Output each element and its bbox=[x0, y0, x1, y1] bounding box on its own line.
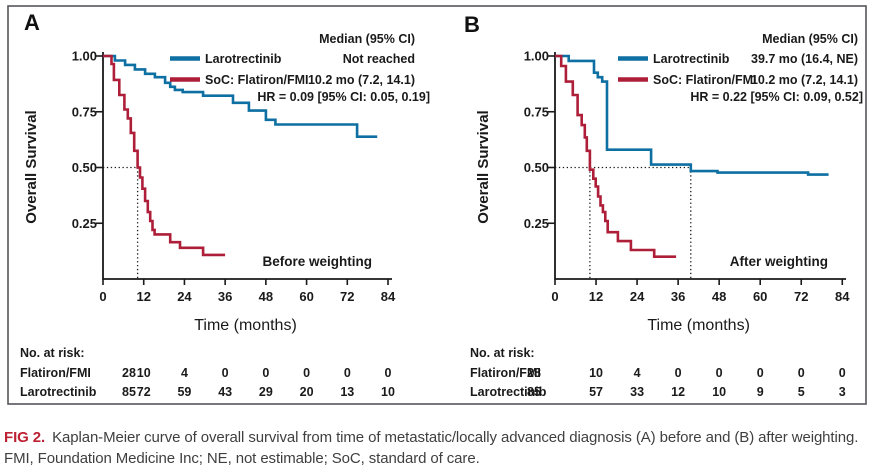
risk-count: 9 bbox=[757, 385, 764, 399]
km-curve-soc bbox=[103, 54, 226, 257]
y-tick-label: 0.25 bbox=[524, 216, 549, 231]
y-tick-label: 1.00 bbox=[524, 49, 549, 64]
risk-count: 3 bbox=[839, 385, 846, 399]
risk-table-title: No. at risk: bbox=[470, 346, 535, 360]
y-tick-label: 1.00 bbox=[72, 49, 97, 64]
x-tick-label: 72 bbox=[340, 289, 354, 304]
legend-label: SoC: Flatiron/FMI bbox=[653, 73, 756, 87]
risk-count: 28 bbox=[122, 366, 136, 380]
risk-count: 0 bbox=[716, 366, 723, 380]
x-tick-label: 0 bbox=[551, 289, 558, 304]
x-tick-label: 48 bbox=[259, 289, 273, 304]
km-curve-larotrectinib bbox=[555, 54, 829, 176]
risk-count: 0 bbox=[262, 366, 269, 380]
x-axis-title: Time (months) bbox=[194, 317, 297, 334]
km-panel-A: 1.00 0.75 0.50 0.25 0 12 24 36 48 60 72 84 Overall S… bbox=[20, 32, 430, 399]
x-axis-title: Time (months) bbox=[647, 317, 750, 334]
risk-count: 28 bbox=[527, 366, 541, 380]
weighting-annotation: Before weighting bbox=[262, 254, 372, 269]
risk-row-label: Larotrectinib bbox=[20, 385, 97, 399]
risk-row-label: Larotrectinib bbox=[470, 385, 547, 399]
legend-label: SoC: Flatiron/FMI bbox=[205, 73, 308, 87]
x-tick-label: 36 bbox=[671, 289, 685, 304]
risk-count: 33 bbox=[630, 385, 644, 399]
x-tick-label: 84 bbox=[835, 289, 850, 304]
km-figure-canvas: 1.00 0.75 0.50 0.25 0 12 24 36 48 60 72 84 Overall S… bbox=[7, 5, 867, 405]
risk-table-title: No. at risk: bbox=[20, 346, 85, 360]
figure-2: 1.00 0.75 0.50 0.25 0 12 24 36 48 60 72 84 Overall S… bbox=[7, 5, 867, 405]
risk-count: 13 bbox=[340, 385, 354, 399]
risk-count: 0 bbox=[675, 366, 682, 380]
figure-caption-text: Kaplan-Meier curve of overall survival f… bbox=[4, 429, 859, 467]
risk-count: 5 bbox=[798, 385, 805, 399]
risk-count: 0 bbox=[757, 366, 764, 380]
km-curve-soc bbox=[555, 54, 677, 259]
x-tick-label: 24 bbox=[630, 289, 645, 304]
legend-median-value: 39.7 mo (16.4, NE) bbox=[751, 52, 858, 66]
x-tick-label: 72 bbox=[794, 289, 808, 304]
risk-count: 85 bbox=[122, 385, 136, 399]
risk-count: 20 bbox=[300, 385, 314, 399]
x-tick-label: 12 bbox=[589, 289, 603, 304]
y-axis-title: Overall Survival bbox=[23, 110, 40, 223]
y-tick-label: 0.25 bbox=[72, 216, 97, 231]
weighting-annotation: After weighting bbox=[730, 254, 828, 269]
figure-border bbox=[7, 5, 867, 405]
km-curve-larotrectinib bbox=[103, 54, 378, 138]
risk-count: 0 bbox=[839, 366, 846, 380]
risk-count: 43 bbox=[218, 385, 232, 399]
risk-count: 0 bbox=[385, 366, 392, 380]
y-tick-label: 0.50 bbox=[72, 160, 97, 175]
risk-count: 0 bbox=[222, 366, 229, 380]
risk-count: 72 bbox=[137, 385, 151, 399]
x-tick-label: 0 bbox=[99, 289, 106, 304]
x-tick-label: 60 bbox=[299, 289, 313, 304]
x-tick-label: 48 bbox=[712, 289, 726, 304]
risk-count: 0 bbox=[303, 366, 310, 380]
risk-count: 10 bbox=[589, 366, 603, 380]
legend-median-value: 10.2 mo (7.2, 14.1) bbox=[308, 73, 415, 87]
hazard-ratio-text: HR = 0.22 [95% CI: 0.09, 0.52] bbox=[690, 90, 863, 104]
hazard-ratio-text: HR = 0.09 [95% CI: 0.05, 0.19] bbox=[257, 90, 430, 104]
y-tick-label: 0.50 bbox=[524, 160, 549, 175]
km-panel-B: 1.00 0.75 0.50 0.25 0 12 24 36 48 60 72 84 Overall S… bbox=[470, 32, 863, 399]
risk-count: 0 bbox=[344, 366, 351, 380]
legend-header: Median (95% CI) bbox=[762, 32, 858, 46]
x-tick-label: 84 bbox=[381, 289, 396, 304]
legend-header: Median (95% CI) bbox=[319, 32, 415, 46]
x-tick-label: 36 bbox=[218, 289, 232, 304]
risk-count: 12 bbox=[671, 385, 685, 399]
legend-label: Larotrectinib bbox=[205, 52, 282, 66]
x-tick-label: 12 bbox=[136, 289, 150, 304]
risk-count: 85 bbox=[527, 385, 541, 399]
legend-label: Larotrectinib bbox=[653, 52, 730, 66]
risk-row-label: Flatiron/FMI bbox=[20, 366, 91, 380]
panel-b-label: B bbox=[464, 12, 480, 37]
figure-caption: FIG 2. Kaplan-Meier curve of overall surv… bbox=[4, 427, 880, 469]
risk-row-label: Flatiron/FMI bbox=[470, 366, 541, 380]
y-axis-title: Overall Survival bbox=[475, 110, 492, 223]
risk-count: 10 bbox=[381, 385, 395, 399]
risk-count: 29 bbox=[259, 385, 273, 399]
risk-count: 59 bbox=[177, 385, 191, 399]
risk-count: 10 bbox=[137, 366, 151, 380]
risk-count: 10 bbox=[712, 385, 726, 399]
risk-count: 57 bbox=[589, 385, 603, 399]
figure-caption-label: FIG 2. bbox=[4, 429, 46, 446]
risk-count: 4 bbox=[634, 366, 641, 380]
legend-median-value: Not reached bbox=[343, 52, 415, 66]
x-tick-label: 60 bbox=[753, 289, 767, 304]
panel-a-label: A bbox=[24, 10, 40, 35]
risk-count: 0 bbox=[798, 366, 805, 380]
y-tick-label: 0.75 bbox=[524, 104, 549, 119]
y-tick-label: 0.75 bbox=[72, 104, 97, 119]
legend-median-value: 10.2 mo (7.2, 14.1) bbox=[751, 73, 858, 87]
risk-count: 4 bbox=[181, 366, 188, 380]
x-tick-label: 24 bbox=[177, 289, 192, 304]
